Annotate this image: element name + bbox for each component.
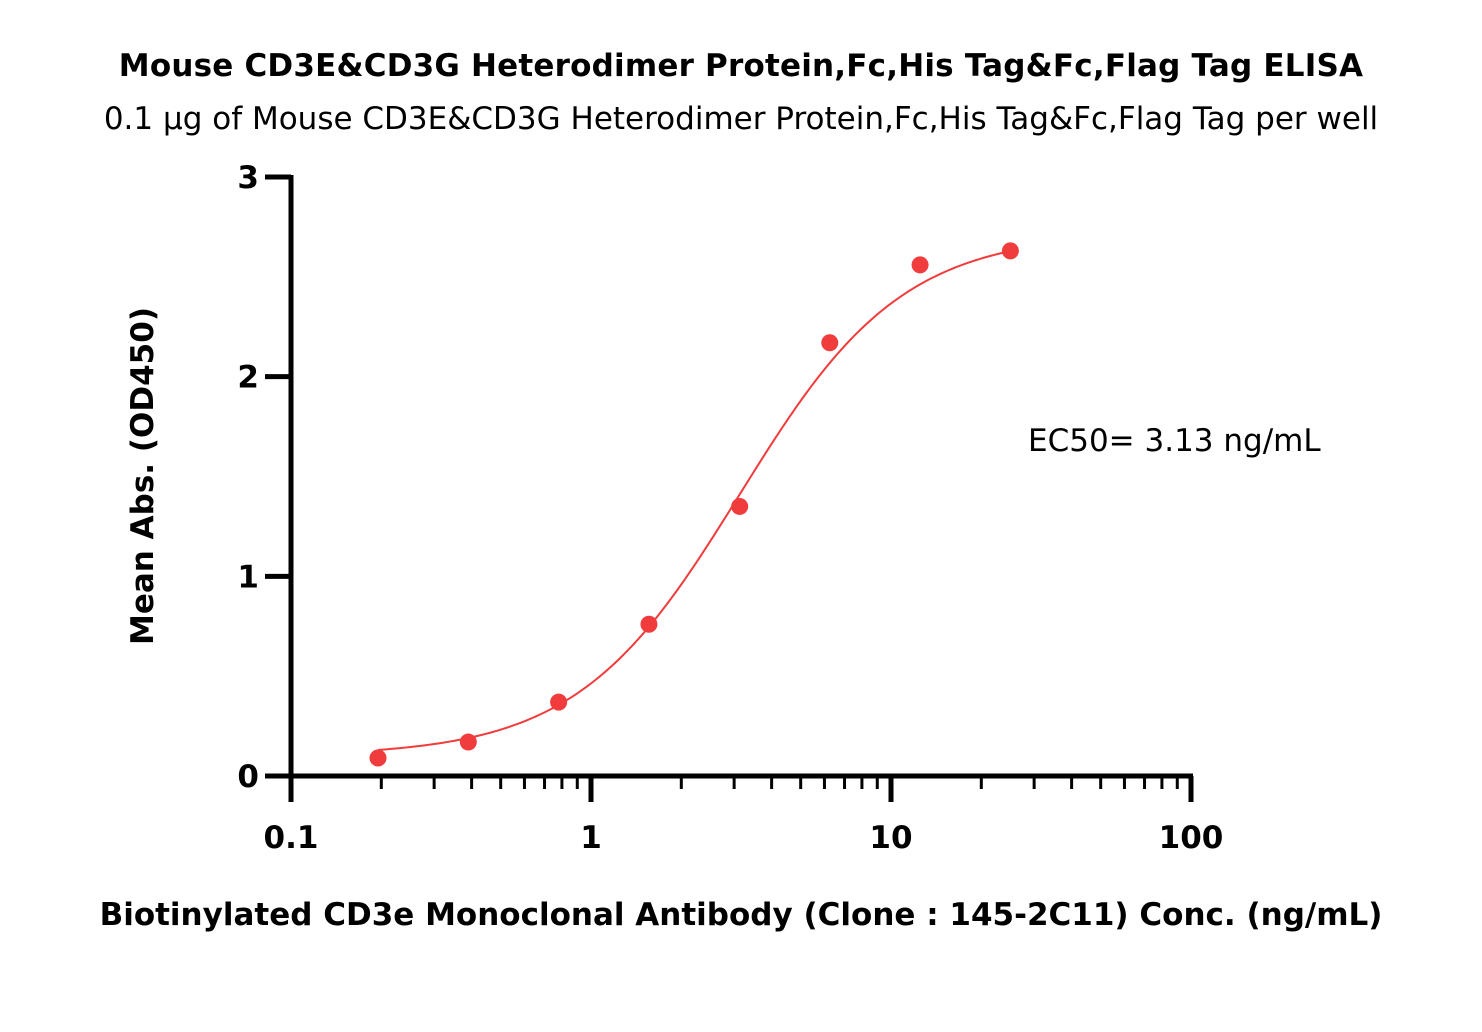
data-points	[369, 242, 1019, 767]
y-ticks: 0 1 2 3	[237, 160, 291, 795]
data-point	[640, 615, 658, 633]
x-ticks: 0.1 1 10 100	[264, 776, 1224, 856]
data-point	[550, 693, 568, 711]
x-tick-label: 0.1	[264, 820, 319, 856]
y-axis-title: Mean Abs. (OD450)	[125, 307, 161, 645]
x-tick-label: 10	[869, 820, 912, 856]
x-tick-label: 100	[1159, 820, 1224, 856]
data-point	[821, 334, 839, 352]
x-axis-title: Biotinylated CD3e Monoclonal Antibody (C…	[100, 897, 1383, 933]
fit-curve	[377, 250, 1011, 751]
y-tick-label: 2	[237, 360, 259, 396]
ec50-annotation: EC50= 3.13 ng/mL	[1028, 423, 1321, 459]
data-point	[1001, 242, 1019, 260]
chart-subtitle: 0.1 µg of Mouse CD3E&CD3G Heterodimer Pr…	[103, 101, 1379, 137]
data-point	[369, 749, 387, 767]
axes	[288, 175, 1193, 779]
y-tick-label: 0	[237, 759, 259, 795]
data-point	[459, 733, 477, 751]
x-tick-label: 1	[580, 820, 602, 856]
chart-title: Mouse CD3E&CD3G Heterodimer Protein,Fc,H…	[118, 48, 1364, 84]
data-point	[731, 497, 749, 515]
data-point	[911, 256, 929, 274]
y-tick-label: 1	[237, 559, 259, 595]
y-tick-label: 3	[237, 160, 259, 196]
